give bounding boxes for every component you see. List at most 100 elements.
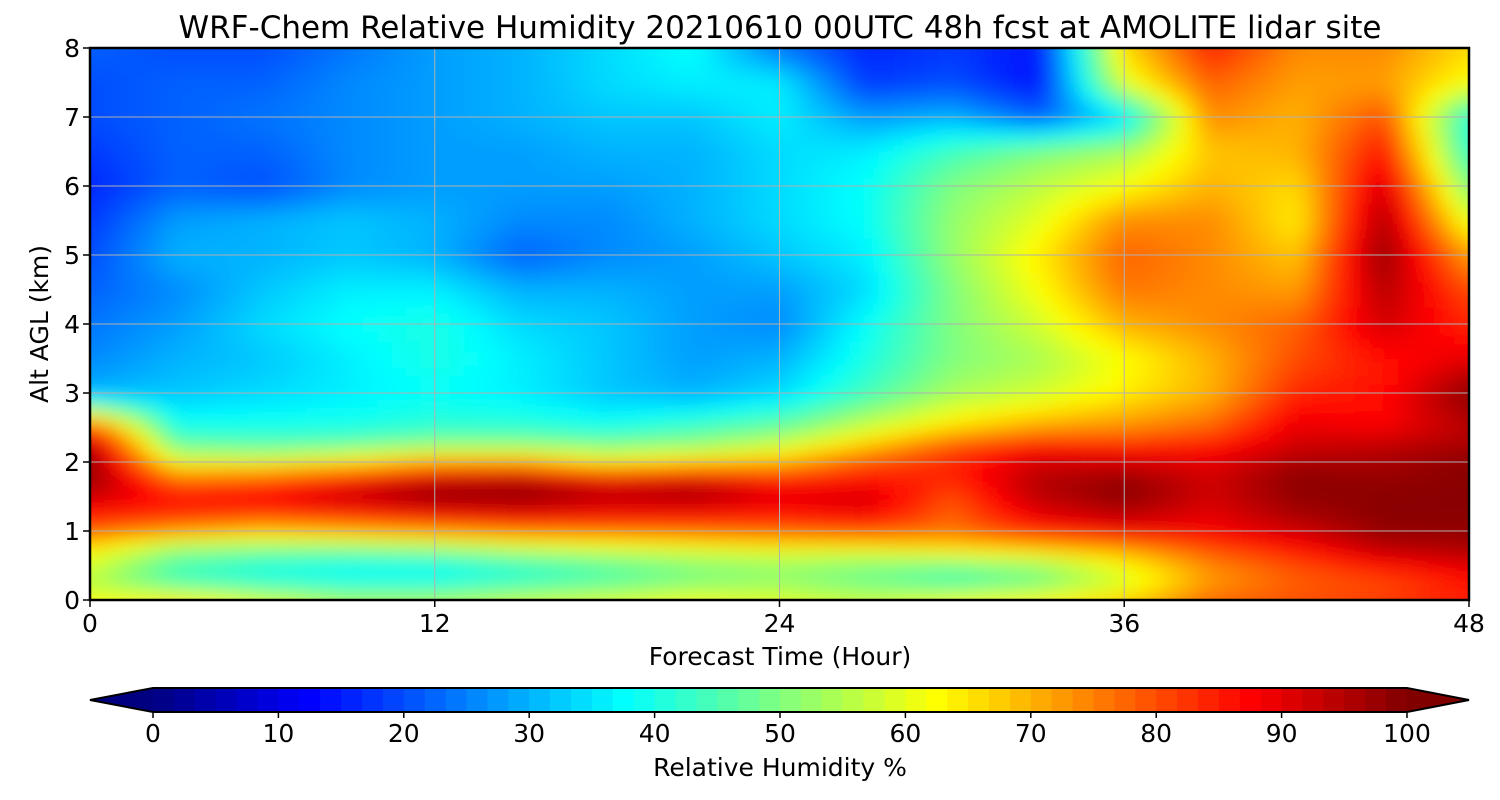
heat-cell bbox=[592, 324, 608, 334]
heat-cell bbox=[420, 298, 436, 308]
heat-cell bbox=[908, 168, 924, 179]
heat-cell bbox=[1109, 556, 1126, 567]
heat-cell bbox=[722, 56, 738, 67]
heat-cell bbox=[492, 82, 508, 92]
heat-cell bbox=[736, 565, 752, 575]
heat-cell bbox=[319, 496, 335, 506]
heat-cell bbox=[765, 539, 781, 550]
heat-cell bbox=[650, 186, 666, 196]
heat-cell bbox=[492, 298, 508, 308]
heat-cell bbox=[779, 134, 795, 144]
heat-cell bbox=[406, 186, 422, 196]
heat-cell bbox=[736, 358, 752, 368]
heat-cell bbox=[406, 177, 422, 187]
heat-cell bbox=[736, 151, 752, 161]
heat-cell bbox=[880, 582, 896, 593]
heat-cell bbox=[607, 108, 623, 118]
heat-cell bbox=[133, 108, 149, 118]
heat-cell bbox=[880, 591, 896, 600]
heat-cell bbox=[808, 341, 824, 351]
heat-cell bbox=[1081, 496, 1097, 506]
heat-cell bbox=[90, 513, 106, 524]
heat-cell bbox=[406, 418, 422, 429]
heat-cell bbox=[463, 375, 479, 386]
heat-cell bbox=[90, 548, 91, 558]
heat-cell bbox=[650, 531, 666, 541]
heat-cell bbox=[851, 401, 867, 412]
heat-cell bbox=[736, 203, 752, 213]
heat-cell bbox=[865, 151, 881, 161]
heat-cell bbox=[765, 436, 781, 446]
heat-cell bbox=[291, 82, 307, 92]
heat-cell bbox=[291, 255, 307, 265]
heat-cell bbox=[190, 48, 206, 58]
heat-cell bbox=[535, 272, 551, 282]
heat-cell bbox=[980, 436, 996, 446]
heat-cell bbox=[204, 548, 221, 558]
heat-cell bbox=[1109, 565, 1126, 575]
heat-cell bbox=[822, 367, 838, 377]
heat-cell bbox=[434, 48, 450, 58]
heat-cell bbox=[650, 99, 666, 110]
heat-cell bbox=[736, 496, 752, 506]
heat-cell bbox=[492, 401, 508, 412]
heat-cell bbox=[118, 186, 134, 196]
heat-cell bbox=[650, 134, 666, 144]
heat-cell bbox=[951, 73, 968, 84]
heat-cell bbox=[406, 427, 422, 437]
heat-cell bbox=[406, 91, 422, 101]
heat-cell bbox=[362, 591, 379, 600]
heat-cell bbox=[707, 574, 723, 584]
heat-cell bbox=[1081, 246, 1097, 256]
heat-cell bbox=[147, 522, 163, 532]
heat-cell bbox=[650, 306, 666, 317]
heat-cell bbox=[621, 496, 637, 506]
heat-cell bbox=[535, 168, 551, 179]
heat-cell bbox=[621, 272, 637, 282]
heat-cell bbox=[650, 220, 666, 230]
heat-cell bbox=[492, 306, 508, 317]
heat-cell bbox=[1066, 393, 1082, 403]
heat-cell bbox=[248, 280, 264, 291]
heat-cell bbox=[233, 375, 249, 386]
heat-cell bbox=[808, 393, 824, 403]
heat-cell bbox=[650, 436, 666, 446]
heat-cell bbox=[391, 470, 407, 481]
heat-cell bbox=[1038, 142, 1054, 153]
heat-cell bbox=[564, 255, 580, 265]
heat-cell bbox=[1038, 427, 1054, 437]
heat-cell bbox=[204, 125, 221, 136]
heat-cell bbox=[90, 591, 106, 600]
heat-cell bbox=[305, 125, 321, 136]
heat-cell bbox=[750, 505, 766, 515]
heat-cell bbox=[607, 65, 623, 75]
heat-cell bbox=[305, 289, 321, 299]
heat-cell bbox=[851, 186, 867, 196]
heat-cell bbox=[1066, 487, 1082, 498]
heat-cell bbox=[449, 82, 465, 92]
heat-cell bbox=[1052, 194, 1068, 205]
heat-cell bbox=[362, 280, 379, 291]
heat-cell bbox=[722, 410, 738, 420]
heat-cell bbox=[334, 470, 350, 481]
heat-cell bbox=[980, 539, 996, 550]
heat-cell bbox=[693, 496, 709, 506]
heat-cell bbox=[923, 246, 939, 256]
heat-cell bbox=[305, 324, 321, 334]
heat-cell bbox=[937, 56, 953, 67]
heat-cell bbox=[664, 272, 680, 282]
heat-cell bbox=[233, 531, 249, 541]
heat-cell bbox=[1038, 160, 1054, 170]
heat-cell bbox=[535, 151, 551, 161]
heat-cell bbox=[635, 82, 652, 92]
heat-cell bbox=[520, 513, 537, 524]
heat-cell bbox=[635, 255, 652, 265]
heat-cell bbox=[707, 462, 723, 472]
heat-cell bbox=[520, 91, 537, 101]
heat-cell bbox=[678, 142, 695, 153]
heat-cell bbox=[305, 246, 321, 256]
heat-cell bbox=[908, 108, 924, 118]
heat-cell bbox=[851, 229, 867, 239]
heat-cell bbox=[966, 600, 981, 609]
heat-cell bbox=[262, 384, 278, 394]
